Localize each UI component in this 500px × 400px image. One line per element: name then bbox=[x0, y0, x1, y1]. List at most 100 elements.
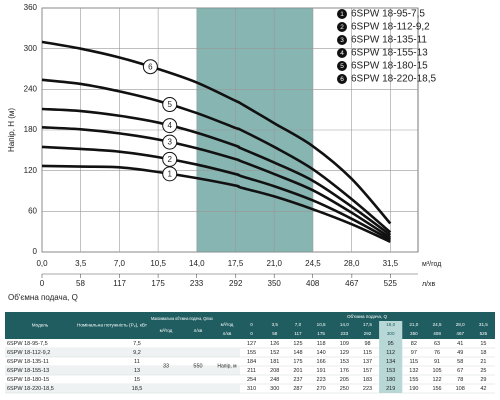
table-cell: 129 bbox=[340, 350, 349, 356]
table-cell: 181 bbox=[270, 359, 279, 365]
curve-label: 2 bbox=[168, 155, 173, 164]
table-header-text: Модель bbox=[32, 323, 49, 328]
table-cell: 115 bbox=[363, 350, 372, 356]
table-cell: 254 bbox=[247, 377, 256, 383]
pump-curve bbox=[41, 125, 392, 239]
table-header-text: л/хв bbox=[194, 328, 203, 333]
table-cell: 250 bbox=[340, 386, 349, 392]
table-header-text: 408 bbox=[433, 331, 441, 336]
table-cell: 190 bbox=[409, 386, 418, 392]
x2-tick-label: 292 bbox=[229, 279, 243, 288]
table-cell: 223 bbox=[363, 386, 372, 392]
curve-label-badge bbox=[162, 166, 178, 182]
x-tick-label: 0,0 bbox=[36, 259, 48, 268]
table-header-text: 17,5 bbox=[363, 322, 372, 327]
table-header-text: 525 bbox=[480, 331, 488, 336]
curve-label-badge bbox=[162, 97, 178, 113]
table-cell: 155 bbox=[409, 377, 418, 383]
table-qmax-m3h: 33 bbox=[163, 363, 169, 369]
table-header-text: 7,0 bbox=[295, 322, 302, 327]
table-cell: 115 bbox=[409, 359, 418, 365]
table-cell: 132 bbox=[409, 368, 418, 374]
table-cell: 58 bbox=[457, 359, 463, 365]
table-cell: 310 bbox=[247, 386, 256, 392]
table-cell: 127 bbox=[247, 341, 256, 347]
pump-curve bbox=[41, 78, 392, 234]
pump-curve bbox=[41, 145, 391, 241]
x-tick-label: 24,5 bbox=[305, 259, 321, 268]
table-cell: 287 bbox=[293, 386, 302, 392]
curve-label: 1 bbox=[168, 169, 173, 178]
x-axis-label: Об'ємна подача, Q bbox=[8, 293, 78, 302]
table-header-text: м³/год bbox=[221, 322, 234, 327]
table-cell: 300 bbox=[270, 386, 279, 392]
legend-label: 6SPW 18-155-13 bbox=[351, 48, 428, 59]
legend-number: 3 bbox=[340, 37, 344, 44]
table-model: 6SPW 18-112-9,2 bbox=[7, 350, 50, 356]
legend-badge bbox=[337, 35, 347, 45]
table-power: 15 bbox=[134, 377, 140, 383]
legend-label: 6SPW 18-95-7,5 bbox=[351, 9, 425, 20]
table-cell: 211 bbox=[247, 368, 256, 374]
legend-label: 6SPW 18-135-11 bbox=[351, 35, 427, 46]
table-cell: 15 bbox=[480, 341, 486, 347]
pump-curve bbox=[41, 40, 392, 225]
table-header-text: 300 bbox=[387, 331, 395, 336]
table-header-text: 10,5 bbox=[317, 322, 326, 327]
curve-label-badge bbox=[162, 118, 178, 134]
curve-label: 5 bbox=[168, 100, 173, 109]
table-cell: 156 bbox=[432, 386, 441, 392]
table-model: 6SPW 18-180-15 bbox=[7, 377, 49, 383]
table-cell: 25 bbox=[480, 368, 486, 374]
table-header-text: 21,0 bbox=[409, 322, 418, 327]
y-tick-label: 120 bbox=[24, 166, 38, 175]
x2-tick-label: 58 bbox=[76, 279, 85, 288]
table-cell: 152 bbox=[270, 350, 279, 356]
legend-badge bbox=[337, 61, 347, 71]
table-header-text: Номінальна потужність (P₂), кВт bbox=[77, 323, 148, 328]
pump-curve bbox=[41, 107, 392, 237]
curve-label-badge bbox=[142, 59, 158, 75]
x2-tick-label: 408 bbox=[306, 279, 320, 288]
table-header-text: л/хв bbox=[223, 331, 232, 336]
table-cell: 191 bbox=[317, 368, 326, 374]
table-head-label: Напір, м bbox=[217, 363, 237, 369]
legend-badge bbox=[337, 22, 347, 32]
table-model: 6SPW 18-95-7,5 bbox=[7, 341, 48, 347]
table-header-text: 467 bbox=[456, 331, 464, 336]
table-cell: 105 bbox=[432, 368, 441, 374]
table-cell: 97 bbox=[411, 350, 417, 356]
table-cell: 134 bbox=[386, 359, 395, 365]
y-tick-label: 300 bbox=[24, 44, 38, 53]
table-cell: 137 bbox=[363, 359, 372, 365]
x-tick-label: 17,5 bbox=[228, 259, 244, 268]
y-tick-label: 240 bbox=[24, 84, 38, 93]
table-qmax-lmin: 550 bbox=[193, 363, 202, 369]
table-cell: 112 bbox=[386, 350, 395, 356]
legend-number: 4 bbox=[340, 50, 344, 57]
table-cell: 63 bbox=[434, 341, 440, 347]
table-cell: 176 bbox=[340, 368, 349, 374]
table-header-text: 117 bbox=[294, 331, 302, 336]
table-cell: 175 bbox=[293, 359, 302, 365]
x-tick-label: 10,5 bbox=[150, 259, 166, 268]
legend-number: 6 bbox=[340, 76, 344, 83]
x-tick-label: 14,0 bbox=[189, 259, 205, 268]
x2-tick-label: 467 bbox=[345, 279, 359, 288]
x-tick-label: 7,0 bbox=[114, 259, 126, 268]
table-row-band bbox=[5, 366, 240, 375]
table-power: 9,2 bbox=[133, 350, 141, 356]
table-cell: 148 bbox=[293, 350, 302, 356]
table-cell: 126 bbox=[270, 341, 279, 347]
table-cell: 237 bbox=[293, 377, 302, 383]
legend-label: 6SPW 18-180-15 bbox=[351, 61, 428, 72]
curve-label: 4 bbox=[168, 121, 173, 130]
table-cell: 219 bbox=[386, 386, 395, 392]
table-cell: 42 bbox=[480, 386, 486, 392]
table-model: 6SPW 18-220-18,5 bbox=[7, 386, 54, 392]
x2-tick-label: 525 bbox=[384, 279, 398, 288]
x2-tick-label: 117 bbox=[113, 279, 126, 288]
legend-number: 1 bbox=[340, 11, 344, 18]
x-unit: м³/год bbox=[422, 261, 441, 268]
table-cell: 155 bbox=[247, 350, 256, 356]
